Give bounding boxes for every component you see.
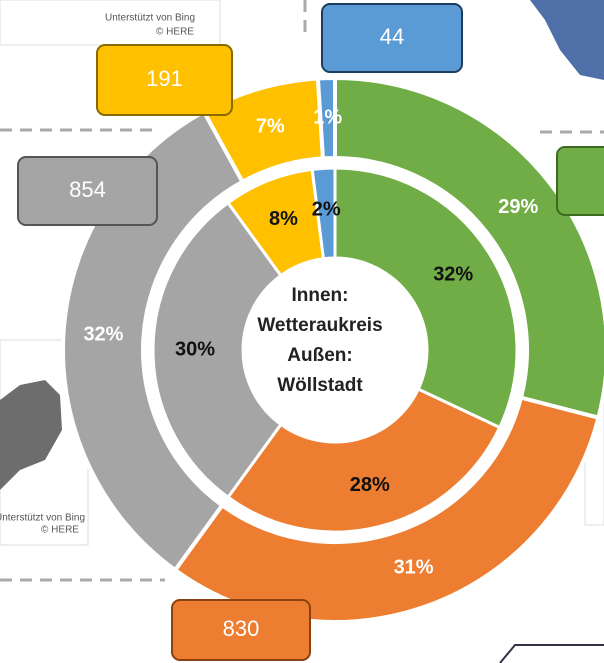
callout-box <box>556 146 604 216</box>
donut-slice <box>333 75 604 421</box>
data-label: 8% <box>269 208 298 230</box>
callout-box <box>321 3 463 73</box>
data-label: 32% <box>433 263 473 285</box>
map-credit: Unterstützt von Bing <box>105 13 195 24</box>
center-disc <box>245 260 425 440</box>
callout-box <box>96 44 233 116</box>
data-label: 28% <box>350 474 390 496</box>
center-text: Innen: <box>292 285 349 306</box>
donut-slice <box>172 395 601 624</box>
data-label: 32% <box>83 324 123 346</box>
data-label: 31% <box>394 557 434 579</box>
donut-slice <box>151 200 284 500</box>
data-label: 7% <box>256 115 285 137</box>
map-credit: © HERE <box>41 525 79 536</box>
donut-slice <box>315 75 337 161</box>
callout-value: 191 <box>146 66 183 91</box>
callout-value: 44 <box>380 24 404 49</box>
data-label: 30% <box>175 338 215 360</box>
map-credit: Unterstützt von Bing <box>0 513 85 524</box>
donut-slice <box>333 166 519 430</box>
callout-value: 854 <box>69 177 106 202</box>
data-label: 29% <box>498 196 538 218</box>
data-label: 2% <box>312 199 341 221</box>
center-text: Wetteraukreis <box>257 315 382 336</box>
callout-box <box>17 156 158 226</box>
center-text: Außen: <box>287 345 352 366</box>
donut-slice <box>310 166 337 261</box>
data-label: 1% <box>313 106 342 128</box>
callout-value: 830 <box>223 616 260 641</box>
callout-box <box>171 599 311 661</box>
center-text: Wöllstadt <box>277 375 363 396</box>
map-credit: © HERE <box>156 27 194 38</box>
donut-slice <box>61 108 246 573</box>
donut-slice <box>225 387 502 534</box>
